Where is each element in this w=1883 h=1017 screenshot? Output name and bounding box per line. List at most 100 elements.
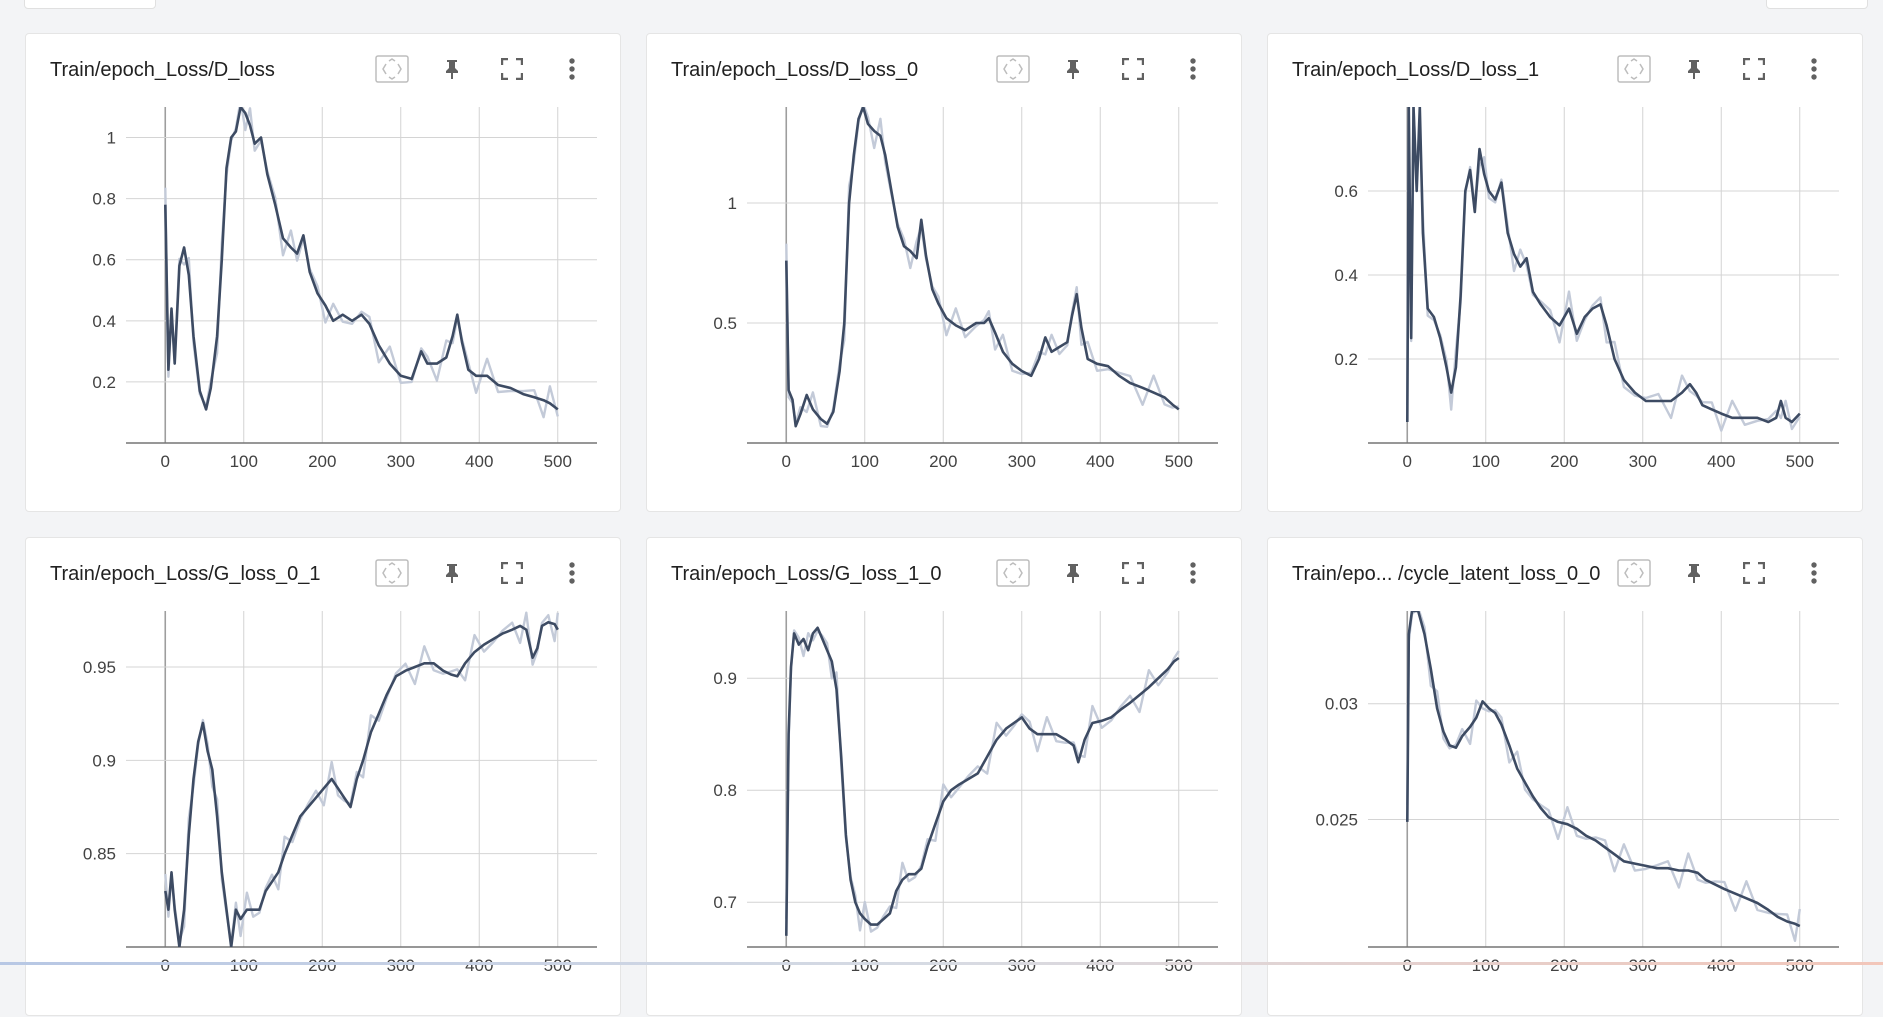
x-tick-label: 400 (465, 452, 493, 471)
x-tick-label: 300 (387, 452, 415, 471)
line-chart[interactable]: 0 100 200 300 400 500 0.2 0.4 0.6 0.8 1 (26, 34, 622, 513)
more-vert-button[interactable] (1163, 558, 1223, 588)
x-tick-label: 300 (1008, 956, 1036, 975)
fullscreen-icon (1743, 58, 1765, 80)
pin-icon (1684, 58, 1704, 80)
top-right-stub (1766, 0, 1868, 9)
y-tick-label: 0.025 (1315, 811, 1358, 830)
x-tick-label: 100 (1472, 452, 1500, 471)
fullscreen-button[interactable] (1724, 558, 1784, 588)
pin-icon (442, 562, 462, 584)
x-tick-label: 300 (1008, 452, 1036, 471)
x-tick-label: 0 (161, 452, 170, 471)
y-tick-label: 0.6 (92, 251, 116, 270)
more-vert-button[interactable] (1163, 54, 1223, 84)
fullscreen-button[interactable] (482, 54, 542, 84)
x-tick-label: 500 (1165, 452, 1193, 471)
card-toolbar (1604, 558, 1844, 588)
card-title: Train/epoch_Loss/D_loss_0 (671, 59, 919, 81)
fit-domain-button[interactable] (1604, 558, 1664, 588)
fit-domain-button[interactable] (1604, 54, 1664, 84)
fullscreen-button[interactable] (1103, 54, 1163, 84)
y-tick-label: 0.4 (1334, 266, 1358, 285)
pin-button[interactable] (422, 54, 482, 84)
y-tick-label: 1 (728, 194, 737, 213)
pin-button[interactable] (1043, 54, 1103, 84)
y-tick-label: 0.4 (92, 312, 116, 331)
fit-domain-button[interactable] (983, 558, 1043, 588)
x-tick-label: 300 (1629, 956, 1657, 975)
card-toolbar (1604, 54, 1844, 84)
y-tick-label: 1 (107, 129, 116, 148)
pin-button[interactable] (1664, 558, 1724, 588)
line-chart[interactable]: 0 100 200 300 400 500 0.2 0.4 0.6 (1268, 34, 1864, 513)
x-tick-label: 100 (851, 452, 879, 471)
fullscreen-button[interactable] (482, 558, 542, 588)
card-title: Train/epoch_Loss/G_loss_1_0 (671, 563, 942, 585)
more-vert-icon (1810, 57, 1818, 81)
y-tick-label: 0.6 (1334, 182, 1358, 201)
fit-domain-icon (996, 55, 1030, 83)
y-tick-label: 0.5 (713, 314, 737, 333)
smoothed-series-line (1406, 107, 1801, 424)
raw-series-line (785, 629, 1180, 933)
x-tick-label: 200 (1550, 452, 1578, 471)
smoothed-series-line (164, 107, 559, 411)
pin-button[interactable] (1664, 54, 1724, 84)
x-tick-label: 300 (387, 956, 415, 975)
smoothed-series-line (785, 107, 1180, 428)
scalar-card: Train/epoch_Loss/G_loss_0_1 0 100 200 300 400… (25, 537, 621, 1016)
x-tick-label: 100 (851, 956, 879, 975)
card-title: Train/epoch_Loss/G_loss_0_1 (50, 563, 321, 585)
more-vert-button[interactable] (1784, 54, 1844, 84)
y-tick-label: 0.9 (92, 751, 116, 770)
line-chart[interactable]: 0 100 200 300 400 500 0.7 0.8 0.9 (647, 538, 1243, 1017)
fullscreen-button[interactable] (1103, 558, 1163, 588)
x-tick-label: 400 (1707, 452, 1735, 471)
more-vert-button[interactable] (542, 558, 602, 588)
scalar-card: Train/epoch_Loss/D_loss_1 0 100 200 300 400 50… (1267, 33, 1863, 512)
line-chart[interactable]: 0 100 200 300 400 500 0.5 1 (647, 34, 1243, 513)
fit-domain-button[interactable] (362, 54, 422, 84)
y-tick-label: 0.8 (92, 190, 116, 209)
x-tick-label: 500 (1786, 956, 1814, 975)
fit-domain-icon (1617, 559, 1651, 587)
more-vert-icon (1810, 561, 1818, 585)
line-chart[interactable]: 0 100 200 300 400 500 0.85 0.9 0.95 (26, 538, 622, 1017)
x-tick-label: 500 (1786, 452, 1814, 471)
y-tick-label: 0.2 (92, 373, 116, 392)
y-tick-label: 0.9 (713, 669, 737, 688)
card-toolbar (983, 54, 1223, 84)
x-tick-label: 500 (544, 956, 572, 975)
fit-domain-button[interactable] (362, 558, 422, 588)
fit-domain-icon (375, 55, 409, 83)
fit-domain-button[interactable] (983, 54, 1043, 84)
raw-series-line (1406, 611, 1801, 942)
line-chart[interactable]: 0 100 200 300 400 500 0.025 0.03 (1268, 538, 1864, 1017)
y-tick-label: 0.85 (83, 845, 116, 864)
more-vert-button[interactable] (542, 54, 602, 84)
fullscreen-button[interactable] (1724, 54, 1784, 84)
card-title: Train/epoch_Loss/D_loss_1 (1292, 59, 1540, 81)
fullscreen-icon (1122, 58, 1144, 80)
raw-series-line (164, 107, 559, 419)
scalar-card: Train/epoch_Loss/D_loss 0 100 200 300 400 500 0… (25, 33, 621, 512)
pin-button[interactable] (422, 558, 482, 588)
pin-button[interactable] (1043, 558, 1103, 588)
x-tick-label: 100 (230, 956, 258, 975)
x-tick-label: 0 (161, 956, 170, 975)
x-tick-label: 400 (1086, 452, 1114, 471)
fit-domain-icon (1617, 55, 1651, 83)
y-tick-label: 0.7 (713, 893, 737, 912)
x-tick-label: 0 (1403, 452, 1412, 471)
x-tick-label: 200 (308, 452, 336, 471)
pin-icon (1063, 562, 1083, 584)
fullscreen-icon (1743, 562, 1765, 584)
x-tick-label: 100 (1472, 956, 1500, 975)
top-left-stub (24, 0, 156, 9)
fullscreen-icon (501, 58, 523, 80)
x-tick-label: 0 (782, 452, 791, 471)
smoothed-series-line (785, 626, 1180, 936)
card-toolbar (983, 558, 1223, 588)
more-vert-button[interactable] (1784, 558, 1844, 588)
